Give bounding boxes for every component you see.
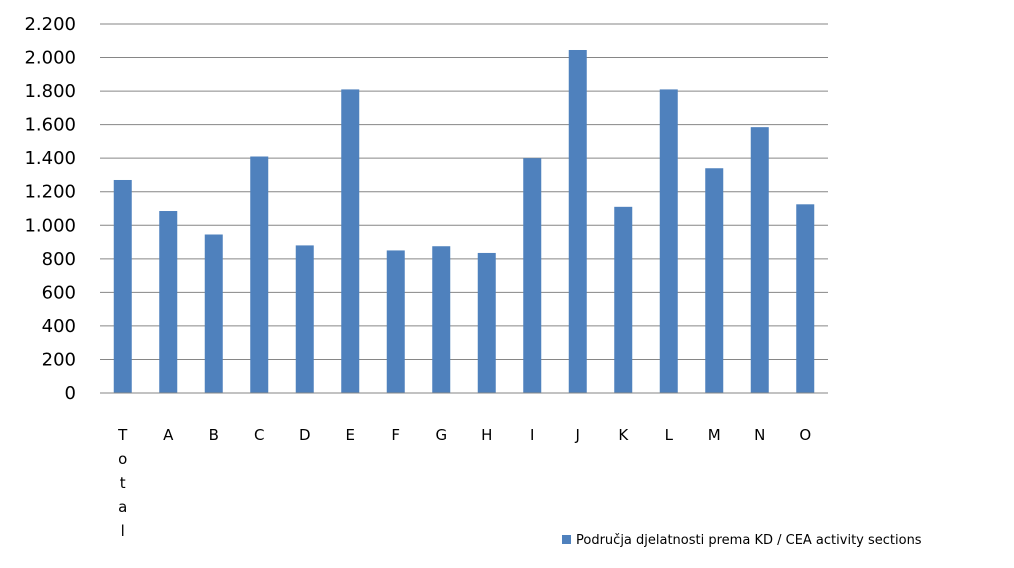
y-axis-tick-labels: 0 200 400 600 800 1.000 1.200 1.400 1.600 1.800 2.… [24, 14, 76, 404]
x-category-label: O [799, 426, 811, 444]
x-category-label: H [481, 426, 492, 444]
y-tick-label: 1.400 [24, 148, 76, 169]
y-tick-label: 1.000 [24, 215, 76, 236]
legend-label: Područja djelatnosti prema KD / CEA acti… [576, 533, 922, 548]
bar-j [568, 49, 587, 393]
bar-m [705, 168, 724, 393]
bar-h [477, 252, 496, 393]
bar-l [659, 89, 678, 393]
x-category-label: I [530, 426, 534, 444]
x-category-label: J [575, 426, 580, 444]
x-category-label: F [391, 426, 400, 444]
bar-e [341, 89, 360, 393]
y-tick-label: 200 [42, 349, 76, 370]
bar-g [432, 246, 451, 393]
x-category-label: E [346, 426, 355, 444]
y-tick-label: 0 [65, 383, 76, 404]
y-tick-label: 1.200 [24, 182, 76, 203]
x-category-label: D [299, 426, 311, 444]
y-tick-label: 2.000 [24, 48, 76, 69]
x-category-label: N [754, 426, 765, 444]
x-category-label: C [254, 426, 264, 444]
bar-o [796, 204, 815, 393]
bar-n [750, 127, 769, 393]
bar-f [386, 250, 405, 393]
x-category-label: G [435, 426, 447, 444]
y-tick-label: 1.600 [24, 115, 76, 136]
y-tick-label: 400 [42, 316, 76, 337]
legend: Područja djelatnosti prema KD / CEA acti… [562, 533, 922, 548]
bar-total [113, 179, 132, 393]
x-category-label: A [163, 426, 174, 444]
bar-d [295, 245, 314, 393]
bar-k [614, 206, 633, 393]
x-category-label: B [209, 426, 219, 444]
y-tick-label: 800 [42, 249, 76, 270]
y-tick-label: 1.800 [24, 81, 76, 102]
y-tick-label: 2.200 [24, 14, 76, 35]
legend-swatch [562, 535, 571, 544]
y-tick-label: 600 [42, 282, 76, 303]
bars [113, 49, 815, 393]
bar-i [523, 158, 542, 393]
x-category-label: K [618, 426, 629, 444]
bar-c [250, 156, 269, 393]
x-category-label: L [665, 426, 674, 444]
bar-b [204, 234, 223, 393]
bar-a [159, 211, 178, 393]
x-category-label: M [708, 426, 721, 444]
